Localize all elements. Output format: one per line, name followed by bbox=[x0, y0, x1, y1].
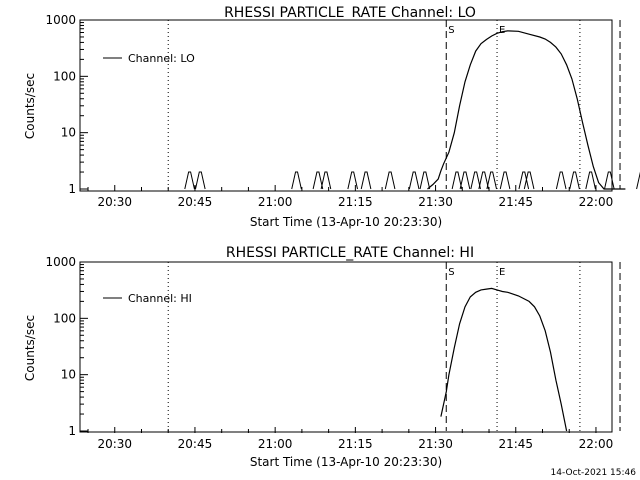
y-ticks: 1 10 100 1000 bbox=[45, 13, 88, 196]
y-tick-label: 1000 bbox=[45, 255, 76, 269]
series-spike bbox=[320, 171, 332, 190]
series-spike bbox=[312, 171, 324, 190]
y-tick-label: 10 bbox=[61, 368, 76, 382]
series-line bbox=[427, 30, 626, 190]
x-tick-label: 21:00 bbox=[258, 195, 293, 209]
footer-timestamp: 14-Oct-2021 15:46 bbox=[551, 468, 637, 478]
series-spike bbox=[384, 171, 396, 190]
marker-label: S bbox=[448, 267, 454, 278]
series-spike bbox=[523, 171, 535, 190]
y-tick-label: 1000 bbox=[45, 13, 76, 27]
series-spike bbox=[499, 171, 511, 190]
x-tick-label: 20:45 bbox=[178, 195, 213, 209]
x-tick-label: 21:30 bbox=[418, 437, 453, 451]
x-tick-label: 21:30 bbox=[418, 195, 453, 209]
y-ticks: 1 10 100 1000 bbox=[45, 255, 88, 438]
chart-title: RHESSI PARTICLE_RATE Channel: HI bbox=[226, 245, 474, 261]
x-axis-label: Start Time (13-Apr-10 20:23:30) bbox=[250, 215, 442, 229]
y-tick-label: 100 bbox=[53, 311, 76, 325]
legend-label: Channel: LO bbox=[128, 52, 195, 65]
x-tick-label: 20:30 bbox=[97, 195, 132, 209]
x-tick-label: 21:00 bbox=[258, 437, 293, 451]
series-spike bbox=[636, 171, 640, 190]
legend: Channel: HI bbox=[103, 292, 192, 305]
marker-label: S bbox=[448, 25, 454, 36]
series-spike bbox=[585, 171, 596, 190]
chart-panel-lo: RHESSI PARTICLE_RATE Channel: LO Counts/… bbox=[23, 5, 640, 229]
series-spike bbox=[555, 171, 567, 190]
series-spike bbox=[184, 171, 195, 190]
series-spike bbox=[195, 171, 206, 190]
series bbox=[184, 30, 640, 190]
series-spike bbox=[486, 171, 497, 190]
x-tick-label: 22:00 bbox=[579, 195, 614, 209]
series-spike bbox=[604, 171, 615, 190]
series-spike bbox=[569, 171, 580, 190]
x-tick-label: 22:00 bbox=[579, 437, 614, 451]
marker-label: E bbox=[499, 267, 505, 278]
legend-label: Channel: HI bbox=[128, 292, 192, 305]
marker-label: E bbox=[499, 25, 505, 36]
y-tick-label: 100 bbox=[53, 69, 76, 83]
y-axis-label: Counts/sec bbox=[23, 73, 37, 139]
series-spike bbox=[470, 171, 481, 190]
series-spike bbox=[291, 171, 302, 190]
series-spike bbox=[408, 171, 420, 190]
x-ticks: 20:30 20:45 21:00 21:15 21:30 21:45 22:00 bbox=[87, 185, 614, 209]
x-ticks: 20:30 20:45 21:00 21:15 21:30 21:45 22:00 bbox=[87, 427, 614, 451]
plot-frame bbox=[79, 261, 613, 433]
x-tick-label: 21:15 bbox=[338, 195, 373, 209]
series-spike bbox=[478, 171, 489, 190]
plot-frame bbox=[79, 19, 613, 192]
series-spike bbox=[360, 171, 372, 190]
y-tick-label: 1 bbox=[68, 182, 76, 196]
x-tick-label: 21:15 bbox=[338, 437, 373, 451]
x-tick-label: 20:45 bbox=[178, 437, 213, 451]
x-tick-label: 20:30 bbox=[97, 437, 132, 451]
series-line bbox=[440, 287, 568, 432]
series-spike bbox=[451, 171, 463, 190]
legend: Channel: LO bbox=[103, 52, 195, 65]
y-tick-label: 10 bbox=[61, 126, 76, 140]
chart-title: RHESSI PARTICLE_RATE Channel: LO bbox=[224, 5, 476, 21]
series-spike bbox=[459, 171, 471, 190]
series bbox=[440, 287, 568, 432]
series-spike bbox=[419, 171, 431, 190]
x-tick-label: 21:45 bbox=[498, 437, 533, 451]
x-tick-label: 21:45 bbox=[498, 195, 533, 209]
chart-panel-hi: RHESSI PARTICLE_RATE Channel: HI Counts/… bbox=[23, 245, 621, 469]
x-axis-label: Start Time (13-Apr-10 20:23:30) bbox=[250, 455, 442, 469]
y-tick-label: 1 bbox=[68, 424, 76, 438]
y-axis-label: Counts/sec bbox=[23, 315, 37, 381]
series-spike bbox=[347, 171, 358, 190]
